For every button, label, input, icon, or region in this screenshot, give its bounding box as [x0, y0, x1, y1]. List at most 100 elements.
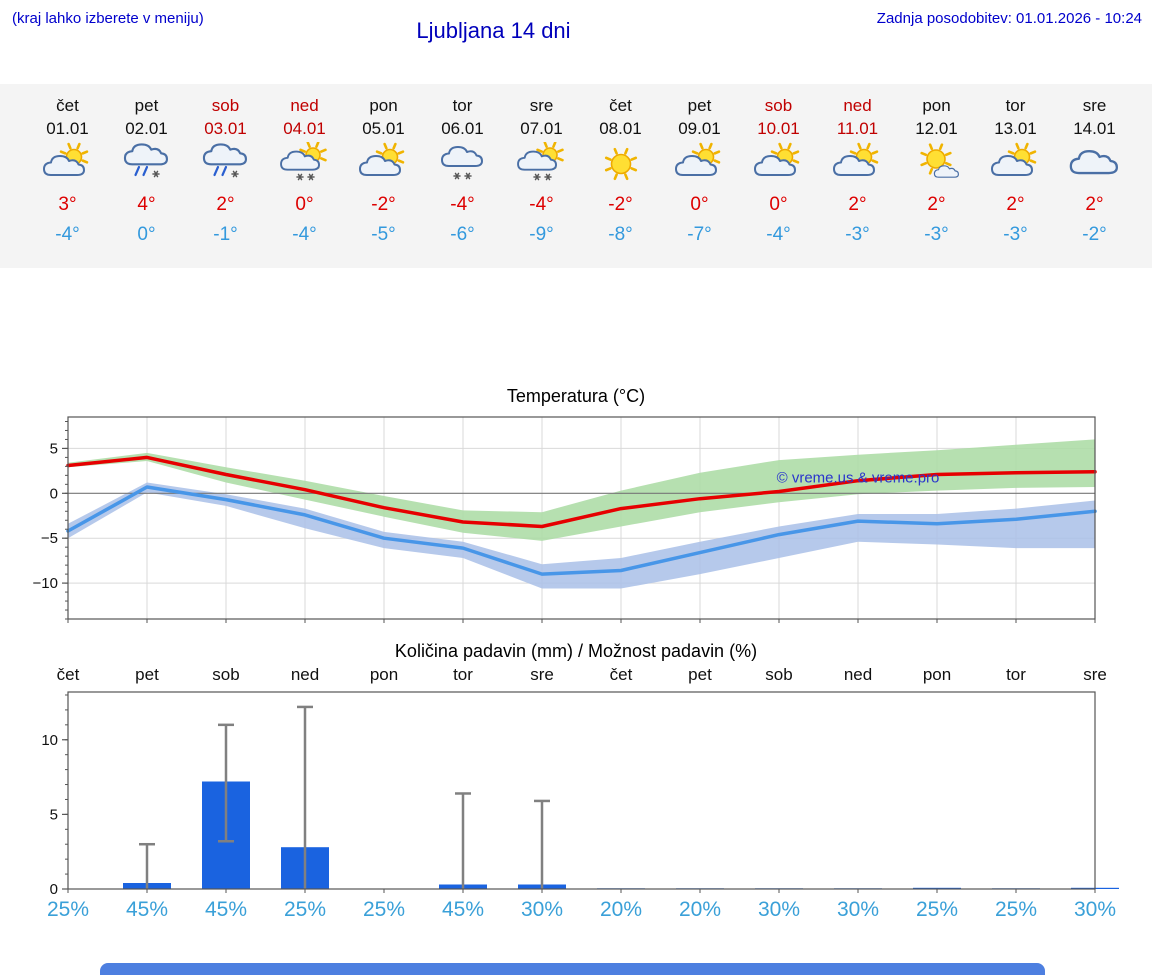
day-high-temp: -4°	[450, 194, 475, 215]
svg-text:25%: 25%	[995, 898, 1037, 921]
precip-bars	[123, 781, 1119, 889]
cloud-rain-snow-icon	[186, 142, 265, 192]
sun-cloud-snow-icon	[265, 141, 344, 192]
day-low-temp: -4°	[292, 224, 317, 245]
day-column-05.01[interactable]: pon 05.01 -2° -5°	[344, 96, 423, 246]
day-date: 08.01	[599, 119, 642, 138]
day-high-temp: -2°	[608, 194, 633, 215]
day-name: sob	[764, 96, 793, 115]
day-column-13.01[interactable]: tor 13.01 2° -3°	[976, 96, 1055, 246]
svg-text:tor: tor	[453, 665, 473, 684]
day-name: pon	[369, 96, 398, 115]
sun-cloud-icon	[739, 142, 818, 192]
temperature-chart: © vreme.us & vreme.pro 5 0 −5 −10	[33, 416, 1097, 623]
svg-text:pet: pet	[135, 665, 159, 684]
svg-text:−10: −10	[33, 575, 58, 592]
cloud-icon	[1055, 142, 1134, 192]
day-low-temp: -9°	[529, 224, 554, 245]
precip-percent-labels: 25% 45% 45% 25% 25% 45% 30% 20% 20% 30% 30% 25% 25% 3…	[47, 898, 1116, 921]
day-low-temp: -4°	[766, 224, 791, 245]
day-column-04.01[interactable]: ned 04.01 0° -4°	[265, 96, 344, 246]
day-column-14.01[interactable]: sre 14.01 2° -2°	[1055, 96, 1134, 246]
cloud-rain-snow-icon	[107, 142, 186, 192]
svg-text:30%: 30%	[758, 898, 800, 921]
svg-text:30%: 30%	[1074, 898, 1116, 921]
day-date: 12.01	[915, 119, 958, 138]
day-high-temp: -4°	[529, 194, 554, 215]
day-low-temp: -1°	[213, 224, 238, 245]
day-column-06.01[interactable]: tor 06.01 -4° -6°	[423, 96, 502, 246]
sun-cloud-icon	[818, 142, 897, 192]
day-low-temp: -3°	[1003, 224, 1028, 245]
day-date: 07.01	[520, 119, 563, 138]
day-low-temp: -7°	[687, 224, 712, 245]
svg-text:25%: 25%	[363, 898, 405, 921]
page-title: Ljubljana 14 dni	[416, 18, 571, 43]
svg-text:−5: −5	[41, 530, 58, 547]
header: (kraj lahko izberete v meniju) Ljubljana…	[0, 0, 1152, 58]
sun-cloud-icon	[28, 142, 107, 192]
day-column-08.01[interactable]: čet 08.01 -2° -8°	[581, 96, 660, 246]
svg-text:20%: 20%	[679, 898, 721, 921]
day-low-temp: 0°	[137, 224, 156, 245]
svg-text:5: 5	[50, 806, 58, 823]
sun-cloud-icon	[976, 142, 1055, 192]
svg-text:pon: pon	[923, 665, 951, 684]
precipitation-chart: čet pet sob ned pon tor sre čet pet sob ned pon tor s…	[41, 665, 1119, 921]
day-high-temp: 0°	[295, 194, 314, 215]
temp-max-line	[66, 455, 1097, 529]
temp-min-line	[66, 485, 1097, 576]
day-date: 11.01	[836, 119, 879, 138]
cloud-snow-icon	[423, 142, 502, 192]
precip-y-axis: 0 5 10	[41, 694, 68, 898]
svg-text:30%: 30%	[837, 898, 879, 921]
precip-whiskers	[139, 705, 550, 889]
day-date: 05.01	[362, 119, 405, 138]
last-update: Zadnja posodobitev: 01.01.2026 - 10:24	[876, 10, 1142, 27]
day-low-temp: -6°	[450, 224, 475, 245]
day-date: 14.01	[1073, 119, 1116, 138]
day-high-temp: 2°	[848, 194, 867, 215]
day-name: pon	[922, 96, 951, 115]
svg-text:10: 10	[41, 732, 58, 749]
day-column-01.01[interactable]: čet 01.01 3° -4°	[28, 96, 107, 246]
day-date: 01.01	[46, 119, 89, 138]
day-name: ned	[290, 96, 319, 115]
day-name: sob	[211, 96, 240, 115]
day-high-temp: 4°	[137, 194, 156, 215]
day-date: 13.01	[994, 119, 1037, 138]
svg-text:25%: 25%	[916, 898, 958, 921]
day-date: 09.01	[678, 119, 721, 138]
day-date: 02.01	[125, 119, 168, 138]
temp-x-axis	[67, 619, 1096, 623]
svg-text:45%: 45%	[442, 898, 484, 921]
menu-hint: (kraj lahko izberete v meniju)	[12, 10, 204, 27]
day-column-10.01[interactable]: sob 10.01 0° -4°	[739, 96, 818, 246]
day-high-temp: 0°	[690, 194, 709, 215]
sun-cloud-icon	[660, 142, 739, 192]
precipitation-chart-block: Količina padavin (mm) / Možnost padavin …	[0, 641, 1152, 928]
day-name: tor	[1005, 96, 1026, 115]
day-low-temp: -3°	[924, 224, 949, 245]
svg-text:tor: tor	[1006, 665, 1026, 684]
footer-banner[interactable]	[100, 963, 1045, 975]
day-column-03.01[interactable]: sob 03.01 2° -1°	[186, 96, 265, 246]
day-low-temp: -8°	[608, 224, 633, 245]
day-high-temp: 0°	[769, 194, 788, 215]
sun-icon	[581, 142, 660, 192]
sun-cloud-icon	[344, 142, 423, 192]
day-date: 03.01	[204, 119, 247, 138]
day-column-09.01[interactable]: pet 09.01 0° -7°	[660, 96, 739, 246]
forecast-day-strip: čet 01.01 3° -4° pet 02.01 4° 0° sob 03.01 2° -1° ne…	[0, 84, 1152, 268]
svg-text:30%: 30%	[521, 898, 563, 921]
day-low-temp: -3°	[845, 224, 870, 245]
day-high-temp: 2°	[1006, 194, 1025, 215]
day-column-12.01[interactable]: pon 12.01 2° -3°	[897, 96, 976, 246]
day-column-02.01[interactable]: pet 02.01 4° 0°	[107, 96, 186, 246]
day-high-temp: 2°	[216, 194, 235, 215]
svg-text:čet: čet	[57, 665, 80, 684]
precipitation-chart-title: Količina padavin (mm) / Možnost padavin …	[394, 641, 758, 661]
svg-text:45%: 45%	[205, 898, 247, 921]
day-column-07.01[interactable]: sre 07.01 -4° -9°	[502, 96, 581, 246]
day-column-11.01[interactable]: ned 11.01 2° -3°	[818, 96, 897, 246]
